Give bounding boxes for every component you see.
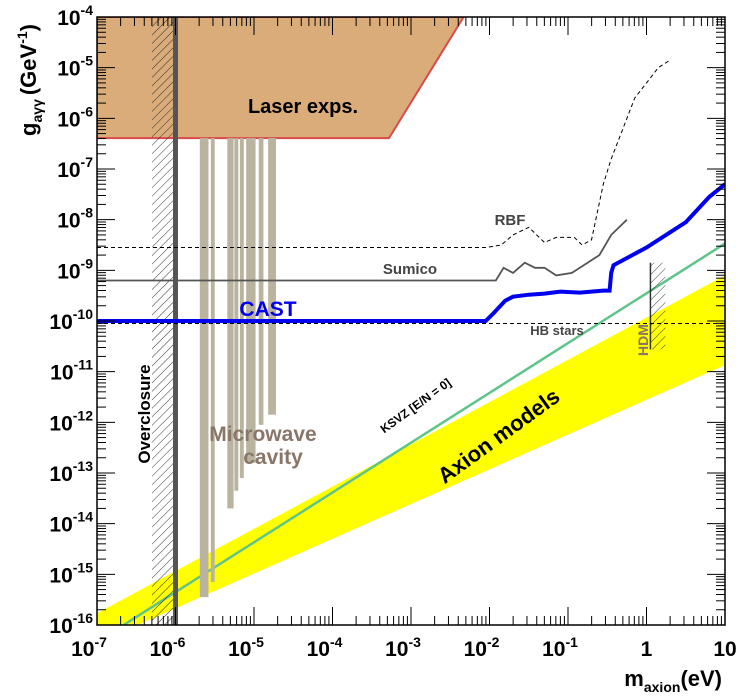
x-axis-subscript: axion [644,679,681,695]
laser-exps-region [97,17,465,140]
x-tick-label-6: 10-1 [542,634,578,661]
cavity-bar-0 [199,138,209,598]
axis-tick-labels: 10-7 10-6 10-5 10-4 10-3 10-2 10-1 1 1010-410-51… [49,2,736,661]
y-axis-unit-close: ) [16,24,41,31]
axion-models-band [97,275,725,625]
cast-label: CAST [239,298,296,321]
x-tick-label-3: 10-4 [307,634,343,661]
y-axis-label: gaγγ (GeV-1) [14,24,45,136]
y-tick-label-1: 10-5 [57,53,93,81]
microwave-cavity-label-line2: cavity [243,446,303,469]
x-axis-symbol: m [624,666,644,691]
x-axis-label: maxion(eV) [624,666,722,695]
y-tick-label-0: 10-4 [57,2,93,30]
x-tick-label-8: 10 [713,638,736,661]
y-tick-label-5: 10-9 [57,255,93,283]
ksvz-line [123,242,725,625]
cavity-bar-4 [239,138,244,479]
hdm-label: HDM [635,324,651,356]
sumico-line [97,219,628,282]
hdm-hatch [650,262,666,350]
x-tick-label-1: 10-6 [150,634,186,661]
rbf-label: RBF [495,212,526,229]
y-tick-label-12: 10-16 [49,610,93,638]
rbf-line [97,59,671,248]
cavity-bar-7 [268,138,276,415]
y-axis-unit-sup: -1 [14,31,30,44]
x-tick-label-0: 10-7 [71,634,107,661]
cast-line [97,182,725,323]
y-axis-subscript: aγγ [29,99,45,123]
y-tick-label-4: 10-8 [57,205,93,233]
y-tick-label-7: 10-11 [50,357,93,385]
overclosure-label: Overclosure [135,364,154,463]
cavity-bar-5 [246,138,256,463]
plot-area [97,17,725,625]
axis-ticks [97,17,725,625]
y-tick-label-10: 10-14 [49,509,93,537]
y-tick-label-2: 10-6 [57,103,93,131]
laser-label: Laser exps. [248,96,358,118]
cavity-bar-1 [210,138,215,582]
sumico-label: Sumico [383,261,437,278]
y-tick-label-11: 10-15 [49,559,93,587]
x-tick-label-7: 1 [641,638,653,661]
cavity-bar-3 [234,138,239,491]
x-axis-unit: (eV) [680,666,722,691]
y-tick-label-9: 10-13 [49,458,93,486]
y-axis-symbol: g [16,123,41,136]
y-axis-unit-open: (GeV [16,43,41,95]
cavity-bar-6 [258,138,264,425]
x-tick-label-2: 10-5 [228,634,264,661]
x-tick-label-4: 10-3 [385,634,421,661]
microwave-cavity-label-line1: Microwave [209,423,316,446]
y-tick-label-8: 10-12 [49,407,93,435]
y-tick-label-6: 10-10 [49,306,93,334]
ksvz-label: KSVZ [E/N = 0] [378,376,454,437]
y-tick-label-3: 10-7 [57,154,93,182]
x-tick-label-5: 10-2 [464,634,500,661]
hb-stars-label: HB stars [530,323,583,338]
